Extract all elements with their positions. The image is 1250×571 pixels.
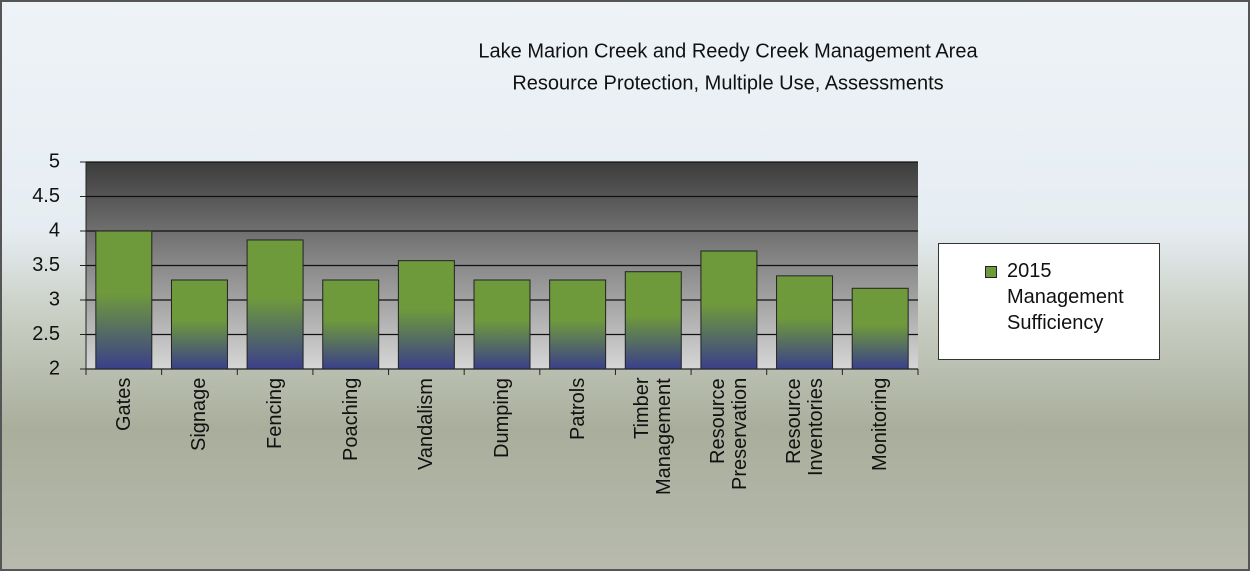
bar bbox=[170, 279, 228, 370]
y-tick-label: 5 bbox=[49, 150, 60, 172]
x-tick-label: Timber Management bbox=[631, 378, 676, 495]
x-tick-label: Resource Inventories bbox=[782, 378, 827, 476]
legend-swatch bbox=[985, 266, 997, 278]
y-tick-label: 2 bbox=[49, 357, 60, 379]
x-tick-label: Fencing bbox=[264, 378, 287, 450]
bar bbox=[624, 271, 682, 370]
chart-subtitle: Resource Protection, Multiple Use, Asses… bbox=[512, 72, 943, 94]
bar bbox=[776, 275, 834, 370]
y-tick-label: 4 bbox=[49, 219, 60, 241]
bar bbox=[851, 287, 909, 370]
y-tick-label: 2.5 bbox=[32, 323, 60, 345]
bar bbox=[549, 279, 607, 370]
x-tick-label: Signage bbox=[188, 378, 211, 452]
x-tick-label: Poaching bbox=[339, 378, 362, 462]
x-tick-label: Patrols bbox=[566, 378, 589, 441]
bar bbox=[95, 230, 153, 370]
x-tick-label: Resource Preservation bbox=[706, 378, 751, 491]
bar bbox=[700, 250, 758, 370]
y-tick-label: 4.5 bbox=[32, 185, 60, 207]
bar bbox=[397, 260, 455, 370]
chart-title: Lake Marion Creek and Reedy Creek Manage… bbox=[478, 40, 978, 62]
legend-label: 2015 Management Sufficiency bbox=[1007, 260, 1124, 334]
x-tick-label: Dumping bbox=[491, 378, 513, 459]
bar bbox=[473, 279, 531, 370]
bar bbox=[322, 279, 380, 370]
y-tick-label: 3.5 bbox=[32, 254, 60, 276]
bar bbox=[246, 239, 304, 370]
x-tick-label: Monitoring bbox=[869, 378, 892, 472]
legend: 2015 Management Sufficiency bbox=[938, 243, 1160, 360]
x-tick-label: Vandalism bbox=[415, 378, 438, 470]
x-tick-label: Gates bbox=[112, 378, 135, 432]
y-tick-label: 3 bbox=[49, 288, 60, 310]
